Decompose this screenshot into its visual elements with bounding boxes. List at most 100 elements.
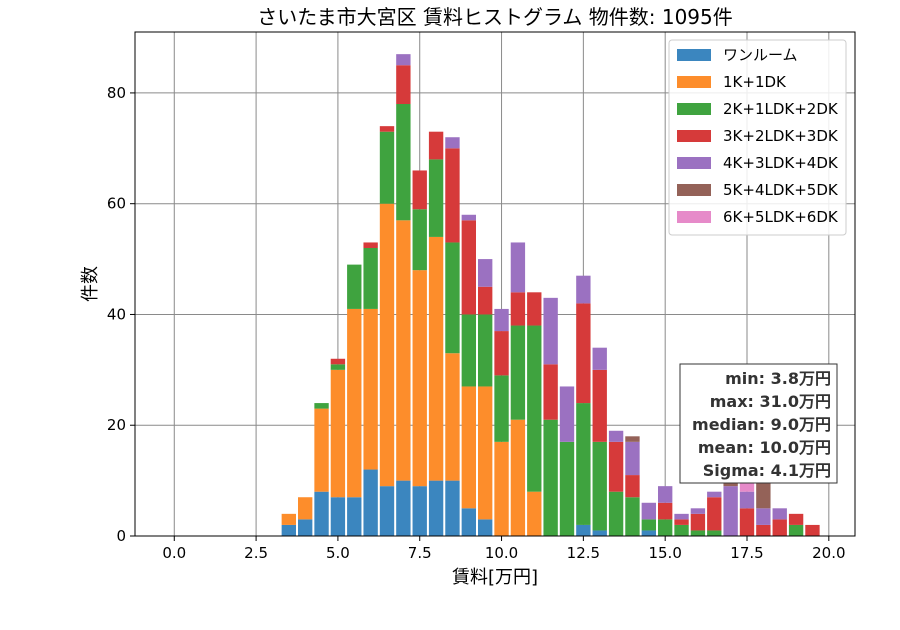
chart-title: さいたま市大宮区 賃料ヒストグラム 物件数: 1095件 bbox=[257, 5, 733, 29]
bar-segment-4-10 bbox=[445, 137, 460, 149]
x-tick-label: 2.5 bbox=[244, 544, 268, 562]
bar-segment-3-28 bbox=[739, 508, 755, 536]
legend-label-3: 3K+2LDK+3DK bbox=[723, 127, 839, 145]
legend: ワンルーム 1K+1DK 2K+1LDK+2DK 3K+2LDK+3DK 4K+3LDK… bbox=[668, 39, 847, 236]
bar-segment-3-19 bbox=[592, 369, 607, 442]
bar-segment-1-1 bbox=[298, 497, 313, 520]
x-tick-label: 7.5 bbox=[408, 544, 432, 562]
bar-segment-3-12 bbox=[478, 286, 493, 315]
y-tick-label: 20 bbox=[107, 416, 126, 434]
bar-segment-1-11 bbox=[461, 386, 476, 509]
bar-segment-3-5 bbox=[363, 242, 378, 248]
bar-segment-2-7 bbox=[396, 104, 411, 221]
bar-segment-4-24 bbox=[674, 513, 689, 520]
bar-segment-1-9 bbox=[428, 236, 444, 481]
bar-segment-3-20 bbox=[608, 441, 624, 492]
bar-segment-3-23 bbox=[658, 502, 673, 520]
legend-swatch-0 bbox=[677, 49, 711, 61]
bar-segment-2-22 bbox=[641, 519, 656, 531]
bar-segment-2-31 bbox=[788, 524, 804, 536]
legend-label-1: 1K+1DK bbox=[723, 73, 787, 91]
bar-segment-4-7 bbox=[396, 54, 411, 66]
bar-segment-1-2 bbox=[314, 408, 329, 492]
bar-segment-5-21 bbox=[625, 436, 640, 442]
bar-segment-2-21 bbox=[625, 497, 640, 536]
bar-segment-4-20 bbox=[608, 430, 624, 442]
bar-segment-1-15 bbox=[527, 491, 542, 536]
bar-segment-2-16 bbox=[543, 419, 558, 536]
bar-segment-2-10 bbox=[445, 242, 460, 354]
bar-segment-3-21 bbox=[625, 475, 640, 498]
stats-line-1: max: 31.0万円 bbox=[710, 392, 831, 411]
x-tick-label: 17.5 bbox=[730, 544, 763, 562]
bar-segment-0-10 bbox=[445, 480, 460, 536]
y-tick-label: 60 bbox=[107, 195, 126, 213]
stats-line-2: median: 9.0万円 bbox=[692, 415, 831, 434]
legend-label-5: 5K+4LDK+5DK bbox=[723, 181, 839, 199]
x-axis-label: 賃料[万円] bbox=[452, 567, 538, 588]
legend-frame bbox=[668, 39, 847, 236]
stats-line-4: Sigma: 4.1万円 bbox=[703, 461, 831, 480]
bar-segment-0-11 bbox=[461, 508, 476, 536]
legend-label-6: 6K+5LDK+6DK bbox=[723, 208, 839, 226]
bar-segment-1-14 bbox=[510, 419, 526, 536]
bar-segment-2-13 bbox=[494, 375, 509, 442]
bar-segment-6-28 bbox=[739, 480, 755, 492]
bars bbox=[281, 54, 820, 536]
bar-segment-4-29 bbox=[756, 508, 771, 525]
bar-segment-0-8 bbox=[412, 486, 427, 536]
x-tick-label: 10.0 bbox=[485, 544, 518, 562]
bar-segment-4-21 bbox=[625, 441, 640, 476]
bar-segment-4-16 bbox=[543, 297, 558, 365]
bar-segment-0-4 bbox=[347, 497, 362, 536]
legend-swatch-1 bbox=[677, 76, 711, 88]
plot-frame bbox=[134, 31, 856, 537]
legend-swatch-2 bbox=[677, 103, 711, 115]
bar-segment-4-27 bbox=[723, 486, 738, 536]
bar-segment-4-25 bbox=[690, 508, 706, 514]
bar-segment-1-6 bbox=[379, 203, 395, 487]
bar-segment-2-9 bbox=[428, 159, 444, 237]
legend-label-2: 2K+1LDK+2DK bbox=[723, 100, 839, 118]
bar-segment-1-10 bbox=[445, 353, 460, 481]
bar-segment-3-8 bbox=[412, 170, 427, 210]
bar-segment-2-18 bbox=[576, 403, 591, 525]
bar-segment-0-9 bbox=[428, 480, 444, 536]
x-tick-label: 15.0 bbox=[648, 544, 681, 562]
bar-segment-2-8 bbox=[412, 209, 427, 271]
bar-segment-4-23 bbox=[658, 486, 673, 503]
bar-segment-3-18 bbox=[576, 303, 591, 404]
bar-segment-0-18 bbox=[576, 524, 591, 536]
bar-segment-0-0 bbox=[281, 524, 296, 536]
y-tick-label: 40 bbox=[107, 305, 126, 323]
bar-segment-0-7 bbox=[396, 480, 411, 536]
bar-segment-3-31 bbox=[788, 513, 804, 525]
bar-segment-3-14 bbox=[510, 292, 526, 326]
bar-segment-1-12 bbox=[478, 386, 493, 520]
y-axis: 0 20 40 60 80 bbox=[107, 84, 135, 545]
bar-segment-4-12 bbox=[478, 259, 493, 287]
bar-segment-3-15 bbox=[527, 292, 542, 326]
y-tick-label: 80 bbox=[107, 84, 126, 102]
x-tick-label: 12.5 bbox=[567, 544, 600, 562]
bar-segment-1-13 bbox=[494, 441, 509, 536]
bar-segment-4-26 bbox=[707, 491, 722, 498]
bar-segment-4-28 bbox=[739, 491, 755, 509]
bar-segment-3-25 bbox=[690, 513, 706, 531]
bar-segment-0-3 bbox=[330, 497, 346, 536]
bar-segment-3-6 bbox=[379, 126, 395, 132]
x-tick-label: 20.0 bbox=[812, 544, 845, 562]
bar-segment-3-24 bbox=[674, 519, 689, 525]
bar-segment-3-16 bbox=[543, 364, 558, 420]
bar-segment-1-3 bbox=[330, 369, 346, 498]
bar-segment-0-12 bbox=[478, 519, 493, 536]
bar-segment-2-4 bbox=[347, 264, 362, 309]
bar-segment-3-3 bbox=[330, 358, 346, 365]
stats-line-3: mean: 10.0万円 bbox=[698, 438, 831, 457]
bar-segment-0-6 bbox=[379, 486, 395, 536]
bar-segment-2-19 bbox=[592, 441, 607, 531]
bar-segment-4-14 bbox=[510, 242, 526, 293]
bar-segment-4-18 bbox=[576, 275, 591, 304]
bar-segment-1-8 bbox=[412, 270, 427, 487]
